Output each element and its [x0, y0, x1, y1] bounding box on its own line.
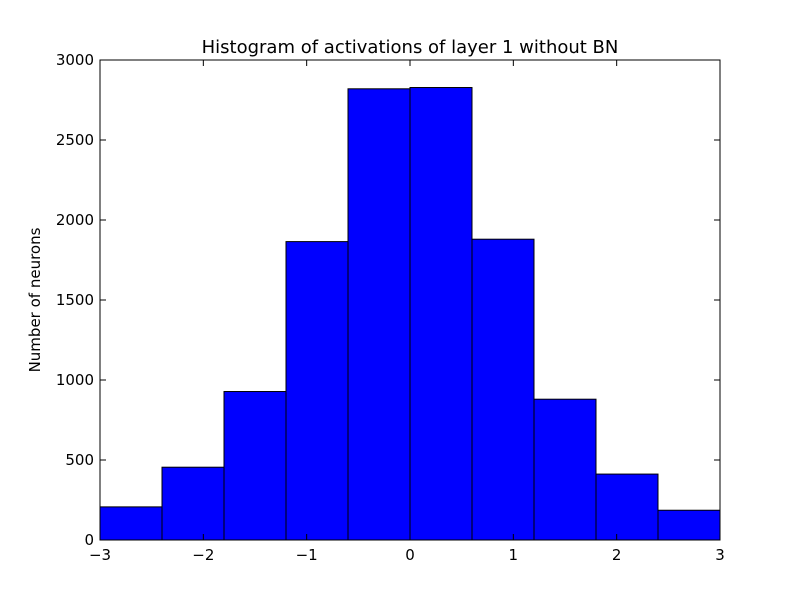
ticks-group: −3 −2 −1 0 1 2 3 0 500 1000 1500 2000 2500 3000 — [56, 51, 725, 564]
x-tick-label: 2 — [612, 546, 622, 564]
histogram-bar — [471, 238, 535, 541]
histogram-bar — [657, 509, 721, 541]
y-tick-label: 1500 — [56, 291, 94, 309]
y-tick-label: 2000 — [56, 211, 94, 229]
x-tick-label: 3 — [715, 546, 725, 564]
x-tick-label: −3 — [89, 546, 111, 564]
bars-group — [99, 87, 721, 541]
histogram-bar — [223, 391, 287, 541]
histogram-bar — [161, 466, 225, 541]
y-tick-label: 1000 — [56, 371, 94, 389]
y-tick-label: 0 — [84, 531, 94, 549]
histogram-bar — [595, 473, 659, 541]
histogram-bar — [533, 398, 597, 541]
x-tick-label: −1 — [296, 546, 318, 564]
histogram-bar — [347, 88, 411, 541]
plot-frame — [99, 59, 721, 541]
chart-title: Histogram of activations of layer 1 with… — [202, 37, 619, 58]
histogram-bar — [99, 506, 163, 541]
x-tick-label: 1 — [509, 546, 519, 564]
x-tick-label: 0 — [405, 546, 415, 564]
y-axis-label: Number of neurons — [26, 227, 44, 372]
x-tick-label: −2 — [192, 546, 214, 564]
y-tick-label: 2500 — [56, 131, 94, 149]
histogram-bar — [409, 87, 473, 541]
y-tick-label: 500 — [65, 451, 94, 469]
y-tick-label: 3000 — [56, 51, 94, 69]
histogram-bar — [285, 241, 349, 541]
